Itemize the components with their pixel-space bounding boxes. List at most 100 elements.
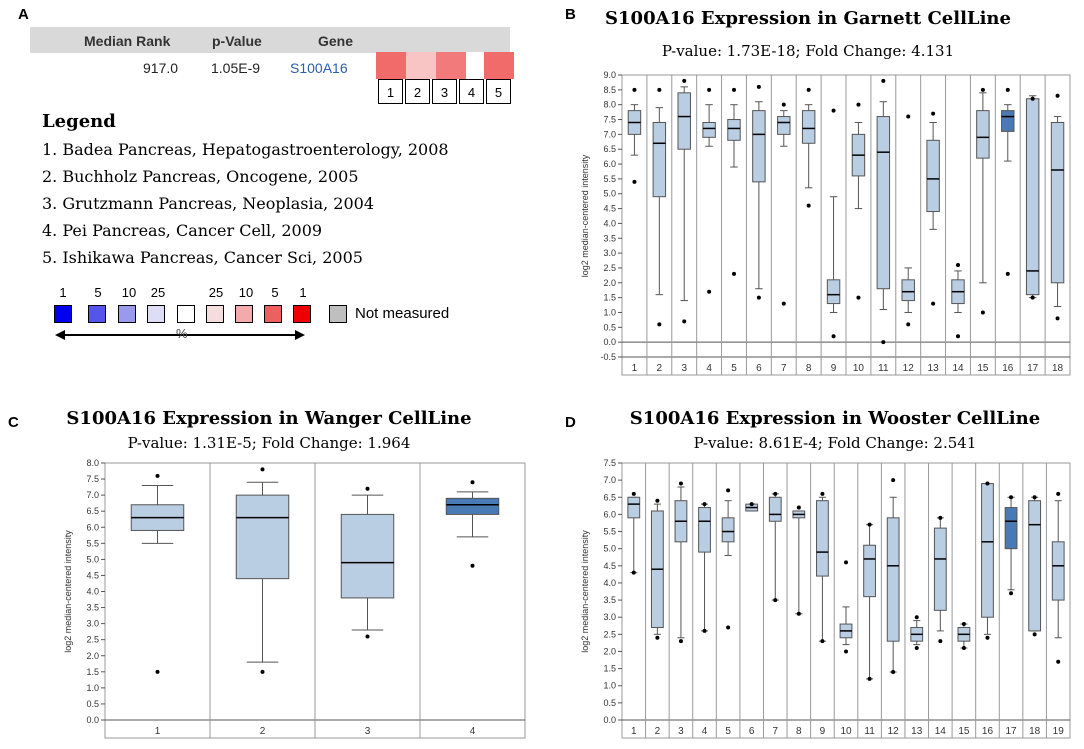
chart-c-ytick-label-6: 3.0	[86, 619, 99, 629]
chart-b-xtick-label-3: 3	[681, 363, 687, 374]
chart-d-ytick-label-1: 0.5	[603, 698, 616, 708]
chart-c-title: S100A16 Expression in Wanger CellLine	[66, 408, 472, 429]
chart-c-ytick-label-7: 3.5	[86, 603, 99, 613]
chart-d-xtick-label-10: 10	[840, 726, 852, 737]
chart-d-xtick-label-7: 7	[772, 726, 778, 737]
column-number-1: 1	[378, 79, 403, 104]
chart-d-outlier-11-1	[867, 522, 872, 527]
scale-box-8	[264, 305, 282, 323]
chart-d-box-1	[627, 496, 641, 519]
chart-d-xtick-label-9: 9	[820, 726, 826, 737]
chart-b-outlier-3-1	[682, 78, 687, 83]
chart-d-xtick-label-16: 16	[982, 726, 994, 737]
chart-d-ytick-label-5: 2.5	[603, 629, 616, 639]
chart-b-ytick-label-3: 1.0	[603, 307, 616, 317]
heat-cell-3	[436, 52, 466, 79]
chart-c-box-4	[445, 497, 500, 515]
gene-link[interactable]: S100A16	[290, 60, 348, 76]
chart-d-subtitle: P-value: 8.61E-4; Fold Change: 2.541	[693, 434, 977, 452]
chart-c-ytick-label-12: 6.0	[86, 522, 99, 532]
column-number-5: 5	[486, 79, 511, 104]
chart-d-outlier-11-2	[867, 676, 872, 681]
chart-d-outlier-8-1	[796, 505, 801, 510]
panel-letter-c: C	[8, 414, 19, 431]
table-header-bar	[30, 27, 510, 53]
chart-b-ytick-label-0: -0.5	[600, 352, 616, 362]
scale-box-9	[293, 305, 311, 323]
chart-d-ytick-label-6: 3.0	[603, 612, 616, 622]
chart-c-ytick-label-11: 5.5	[86, 538, 99, 548]
chart-d-box-9	[816, 500, 829, 577]
chart-b-ytick-label-10: 4.5	[603, 204, 616, 214]
chart-b-outlier-7-1	[781, 102, 786, 107]
chart-d-ytick-label-2: 1.0	[603, 681, 616, 691]
chart-d-outlier-17-2	[1009, 591, 1014, 596]
chart-b-outlier-10-2	[856, 295, 861, 300]
chart-b-box-16	[1001, 110, 1015, 132]
chart-b-outlier-4-2	[707, 289, 712, 294]
scale-box-7	[235, 305, 253, 323]
scale-label-7: 10	[238, 285, 254, 300]
chart-c-ytick-label-0: 0.0	[86, 715, 99, 725]
chart-b-ytick-label-8: 3.5	[603, 233, 616, 243]
scale-box-5	[177, 305, 195, 323]
chart-d-box-12	[886, 517, 900, 642]
chart-b-box-18	[1050, 121, 1065, 284]
chart-b-ylabel: log2 median-centered intensity	[580, 154, 590, 277]
chart-b-outlier-1-2	[632, 179, 637, 184]
chart-b-xtick-label-14: 14	[952, 363, 964, 374]
chart-b-outlier-6-1	[756, 84, 761, 89]
column-number-2: 2	[405, 79, 430, 104]
chart-b-outlier-17-2	[1030, 295, 1035, 300]
chart-b-ytick-label-5: 2.0	[603, 278, 616, 288]
chart-d-xtick-label-8: 8	[796, 726, 802, 737]
chart-b-ytick-label-14: 6.5	[603, 144, 616, 154]
chart-b-outlier-5-1	[732, 87, 736, 92]
scale-box-3	[118, 305, 136, 323]
chart-b-outlier-16-2	[1005, 271, 1010, 276]
chart-b-xtick-label-13: 13	[928, 363, 940, 374]
chart-c-ytick-label-10: 5.0	[86, 554, 99, 564]
chart-b-xtick-label-12: 12	[903, 363, 915, 374]
chart-b-box-5	[727, 119, 741, 141]
chart-b-subtitle: P-value: 1.73E-18; Fold Change: 4.131	[661, 42, 955, 60]
chart-d-outlier-7-2	[773, 598, 778, 603]
chart-c-outlier-1-2	[155, 669, 160, 674]
chart-d-xtick-label-5: 5	[725, 726, 731, 737]
chart-b-ytick-label-19: 9.0	[603, 70, 616, 80]
chart-d-ytick-label-10: 5.0	[603, 544, 616, 554]
chart-d-xtick-label-1: 1	[631, 726, 637, 737]
chart-d-xtick-label-18: 18	[1029, 726, 1041, 737]
chart-b-outlier-18-2	[1055, 316, 1060, 321]
chart-d-box-4	[698, 507, 711, 553]
legend-item-4: 4. Pei Pancreas, Cancer Cell, 2009	[42, 221, 323, 240]
chart-b-xtick-label-15: 15	[977, 363, 989, 374]
chart-d-outlier-1-1	[631, 491, 636, 496]
chart-b-box-17	[1025, 98, 1040, 296]
heat-cell-1	[376, 52, 406, 79]
chart-c-outlier-2-1	[260, 467, 265, 472]
chart-d-outlier-1-2	[631, 570, 636, 575]
chart-d-outlier-8-2	[796, 611, 801, 616]
chart-b-ytick-label-12: 5.5	[603, 174, 616, 184]
chart-c-ytick-label-15: 7.5	[86, 474, 99, 484]
chart-b-outlier-12-1	[906, 114, 911, 119]
chart-b-outlier-2-2	[657, 322, 662, 327]
chart-b-box-9	[826, 279, 841, 305]
chart-c-ytick-label-4: 2.0	[86, 651, 99, 661]
chart-b-xtick-label-2: 2	[657, 363, 663, 374]
chart-b-xtick-label-6: 6	[756, 363, 762, 374]
chart-d-outlier-15-1	[961, 622, 966, 627]
scale-arrow-icon	[55, 330, 305, 340]
median-rank-value: 917.0	[143, 60, 179, 76]
chart-d-outlier-4-2	[702, 628, 707, 633]
chart-c-outlier-2-2	[260, 669, 265, 674]
chart-b-outlier-13-2	[931, 301, 936, 306]
chart-d-outlier-12-2	[891, 670, 896, 675]
chart-b-outlier-7-2	[781, 301, 786, 306]
chart-d-outlier-9-1	[820, 491, 825, 496]
chart-b-outlier-1-1	[632, 87, 637, 92]
legend-item-1: 1. Badea Pancreas, Hepatogastroenterolog…	[42, 140, 449, 159]
chart-b-outlier-14-2	[956, 334, 960, 339]
